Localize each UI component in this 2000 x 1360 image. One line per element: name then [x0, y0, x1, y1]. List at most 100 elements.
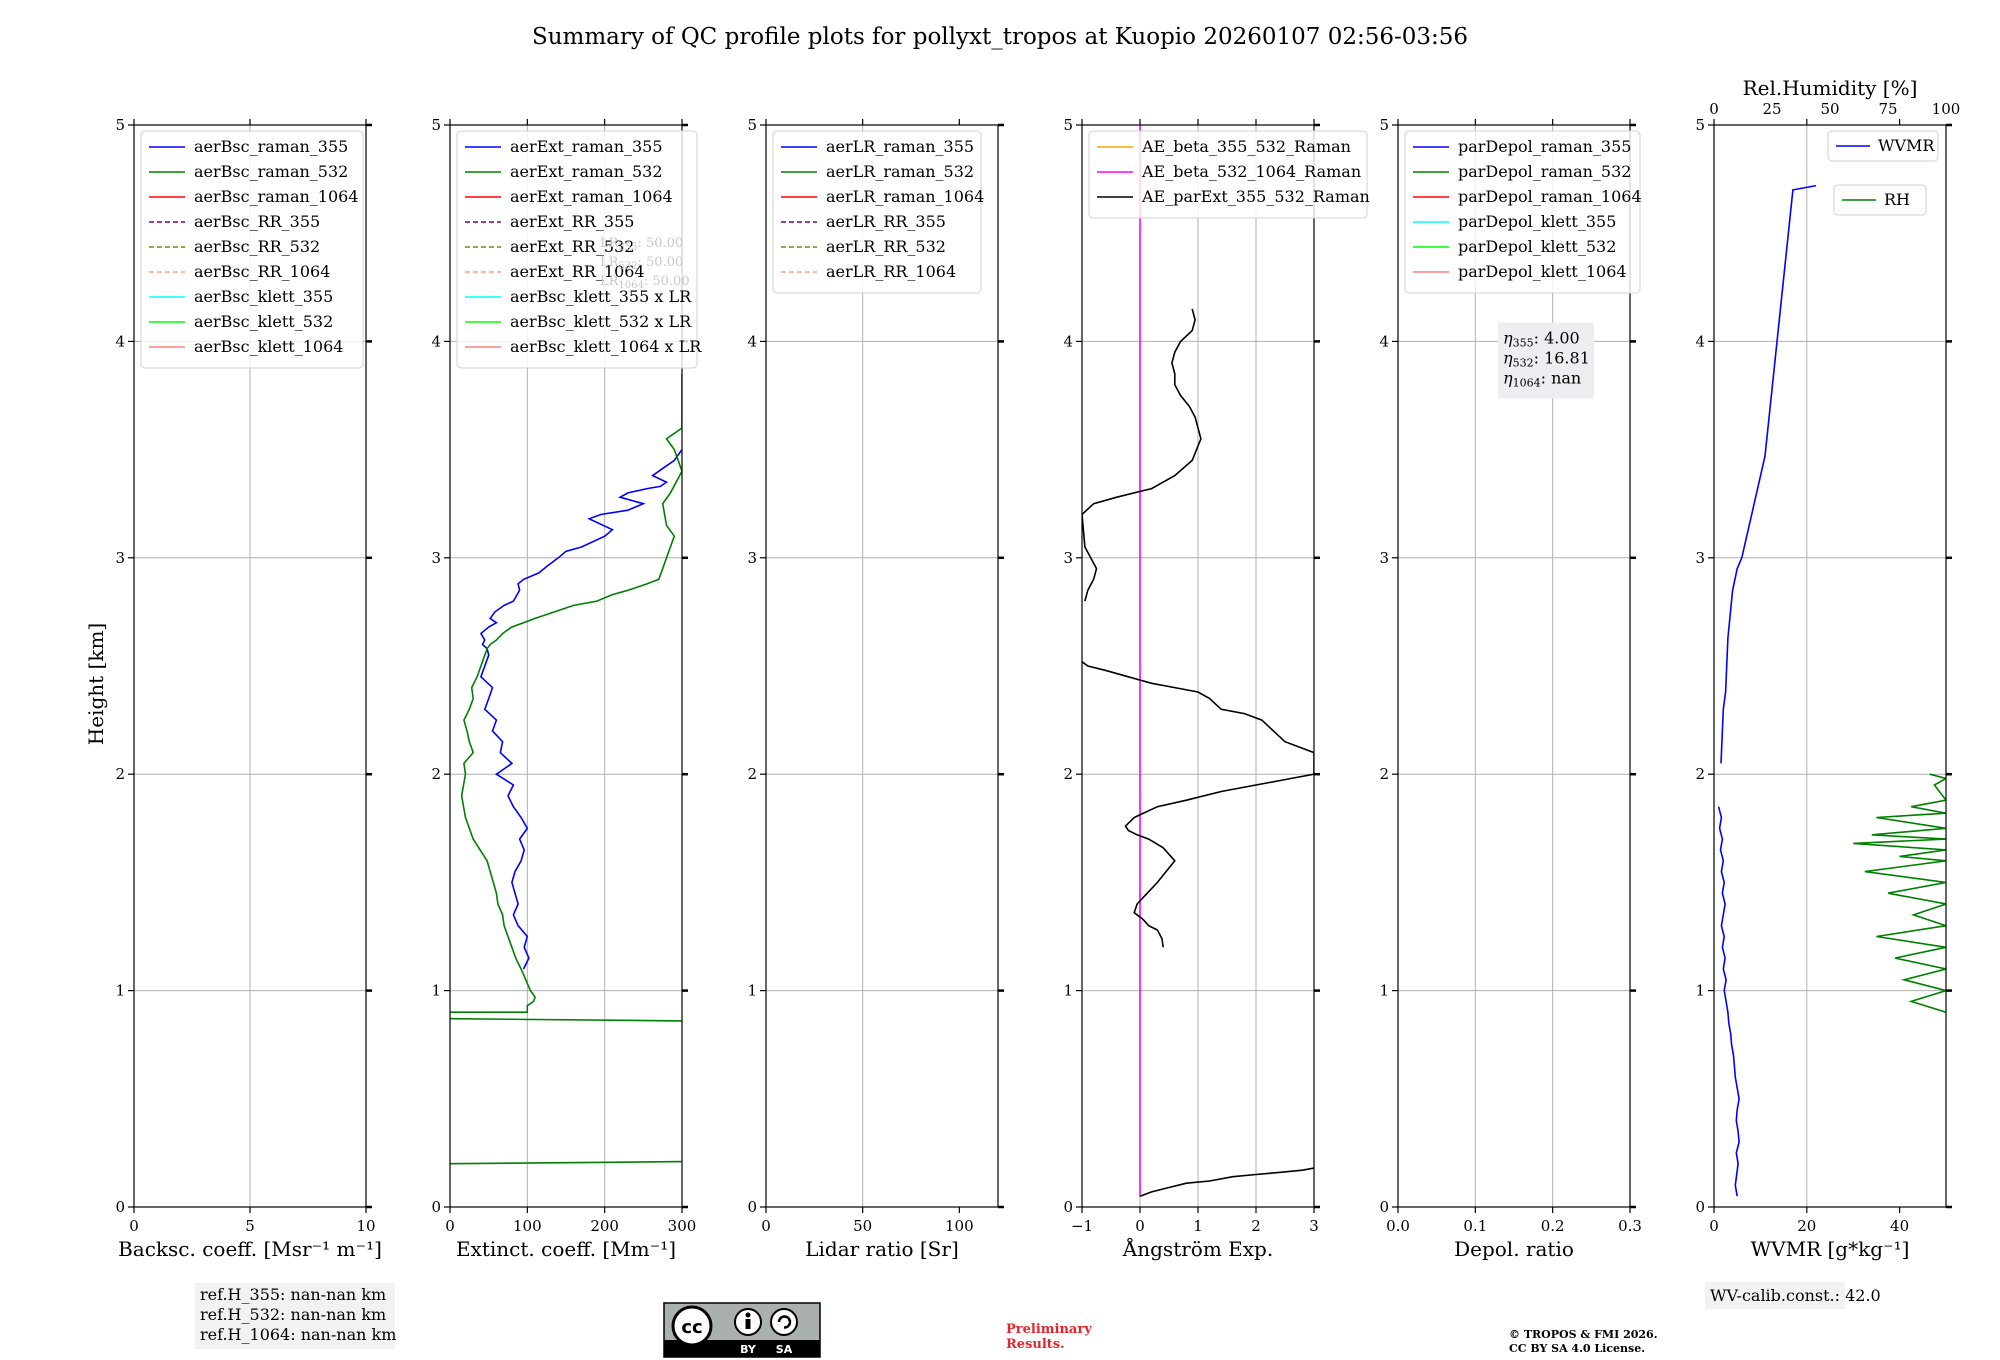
eta-symbol: η	[1503, 369, 1513, 388]
x-tick-label: 0	[1709, 1217, 1719, 1235]
axes-frame	[1397, 124, 1631, 1208]
legend-box	[456, 130, 698, 369]
preliminary-line-1: Preliminary	[1006, 1322, 1092, 1337]
x-tick-label: 2	[1251, 1217, 1261, 1235]
eta-value: : 4.00	[1534, 329, 1580, 348]
by-person-head	[745, 1312, 751, 1318]
legend-label: parDepol_raman_532	[1458, 162, 1631, 181]
axes-frame	[449, 124, 683, 1208]
legend-label: aerBsc_RR_1064	[194, 262, 330, 281]
series-wvmr-upper-fragments-	[1720, 184, 1817, 764]
y-tick-label: 3	[1695, 549, 1705, 567]
x-tick-label: 300	[668, 1217, 697, 1235]
legend-label: aerExt_raman_355	[510, 137, 663, 156]
legend-label: parDepol_raman_355	[1458, 137, 1631, 156]
y-tick-label: 2	[115, 765, 125, 783]
panel-depol: 0 1 2 3 4 5 0.0 0.1 0.2 0.3 Depol. ratio parDepol_r…	[1379, 116, 1641, 1261]
eta-sub: 532	[1513, 357, 1534, 370]
legend-label: RH	[1884, 190, 1910, 209]
legend-label: AE_parExt_355_532_Raman	[1141, 187, 1370, 206]
cc-license-badge: cc BY SA	[663, 1302, 821, 1358]
cc-sa-label: SA	[776, 1343, 793, 1356]
legend-label: aerBsc_raman_355	[194, 137, 348, 156]
x-tick-label: 0.0	[1386, 1217, 1410, 1235]
y-tick-label: 0	[1063, 1198, 1073, 1216]
x-axis-label: Extinct. coeff. [Mm⁻¹]	[456, 1237, 676, 1261]
cc-badge-strip	[664, 1340, 820, 1357]
lr-note: LR1064: 50.00	[600, 274, 690, 291]
series-ae-parext-355-532-raman-upper-	[1082, 661, 1314, 948]
wv-calib-text: WV-calib.const.: 42.0	[1710, 1286, 1881, 1305]
ref-height-355: ref.H_355: nan-nan km	[200, 1285, 386, 1304]
series-aerext-raman-532-low-segment-	[450, 1017, 682, 1022]
y-tick-label: 3	[1063, 549, 1073, 567]
y-tick-label: 1	[1063, 982, 1073, 1000]
legend-label: aerLR_raman_1064	[826, 187, 984, 206]
series-aerext-raman-532	[450, 373, 682, 1014]
y-tick-label: 1	[115, 982, 125, 1000]
axes-frame	[1713, 124, 1947, 1208]
legend-label: aerBsc_klett_1064	[194, 337, 343, 356]
x-tick-label: 50	[853, 1217, 872, 1235]
y-tick-label: 0	[115, 1198, 125, 1216]
x-tick-label: 5	[245, 1217, 255, 1235]
series-group	[1082, 125, 1314, 1197]
lr-note-value: : 50.00	[638, 236, 684, 251]
x-axis-label: Lidar ratio [Sr]	[805, 1237, 959, 1261]
x-axis-label: WVMR [g*kg⁻¹]	[1751, 1237, 1910, 1261]
top-tick-label: 0	[1709, 100, 1719, 118]
legend-label: aerBsc_klett_355 x LR	[510, 287, 692, 306]
legend-label: aerBsc_RR_355	[194, 212, 320, 231]
cc-logo-text: cc	[681, 1317, 702, 1338]
ref-height-box-bg	[195, 1283, 395, 1349]
legend-label: aerExt_RR_355	[510, 212, 634, 231]
y-tick-label: 2	[1063, 765, 1073, 783]
wv-calib-box: WV-calib.const.: 42.0	[1705, 1282, 1881, 1309]
eta-line: η355: 4.00	[1503, 329, 1580, 350]
legend-label: aerBsc_klett_532	[194, 312, 333, 331]
legend: aerBsc_raman_355 aerBsc_raman_532 aerBsc_r…	[140, 130, 364, 369]
y-tick-label: 4	[1379, 332, 1389, 350]
lr-note-symbol: LR	[600, 274, 620, 289]
x-tick-label: 0	[761, 1217, 771, 1235]
y-tick-label: 4	[1063, 332, 1073, 350]
series-group	[1717, 184, 1946, 1197]
top-axis-label: Rel.Humidity [%]	[1743, 76, 1918, 100]
legend-box	[772, 130, 982, 294]
wv-calib-bg	[1705, 1282, 1845, 1309]
eta-symbol: η	[1503, 329, 1513, 348]
lr-note-value: : 50.00	[644, 274, 690, 289]
lr-note-symbol: LR	[600, 236, 620, 251]
x-axis-label: Depol. ratio	[1454, 1237, 1574, 1261]
cc-logo-icon	[671, 1305, 713, 1347]
x-tick-label: 0	[1135, 1217, 1145, 1235]
legend-label: AE_beta_532_1064_Raman	[1141, 162, 1361, 181]
eta-value: : 16.81	[1534, 349, 1590, 368]
ref-height-532: ref.H_532: nan-nan km	[200, 1305, 386, 1324]
legend-label: aerBsc_klett_1064 x LR	[510, 337, 702, 356]
x-tick-label: −1	[1071, 1217, 1093, 1235]
x-axis-label: Backsc. coeff. [Msr⁻¹ m⁻¹]	[118, 1237, 382, 1261]
legend: aerLR_raman_355 aerLR_raman_532 aerLR_rama…	[772, 130, 984, 294]
series-wvmr	[1717, 806, 1740, 1197]
series-ae-parext-355-532-raman-top-	[1082, 308, 1202, 602]
legend-label: WVMR	[1878, 136, 1935, 155]
cc-by-label: BY	[740, 1343, 757, 1356]
ref-height-1064: ref.H_1064: nan-nan km	[200, 1325, 396, 1344]
legend-label: aerExt_RR_532	[510, 237, 634, 256]
top-tick-label: 75	[1878, 100, 1897, 118]
series-aerext-raman-532-near-ground-	[450, 1160, 682, 1165]
eta-value: : nan	[1541, 369, 1582, 388]
x-tick-label: 40	[1890, 1217, 1909, 1235]
legend: parDepol_raman_355 parDepol_raman_532 parD…	[1404, 130, 1642, 294]
lr-note-sub: 355	[618, 242, 637, 253]
y-tick-label: 3	[747, 549, 757, 567]
legend-box	[1827, 130, 1939, 162]
legend-label: aerExt_RR_1064	[510, 262, 645, 281]
legend-rh: RH	[1833, 184, 1927, 216]
y-tick-label: 2	[747, 765, 757, 783]
series-aerext-raman-355	[479, 449, 682, 970]
